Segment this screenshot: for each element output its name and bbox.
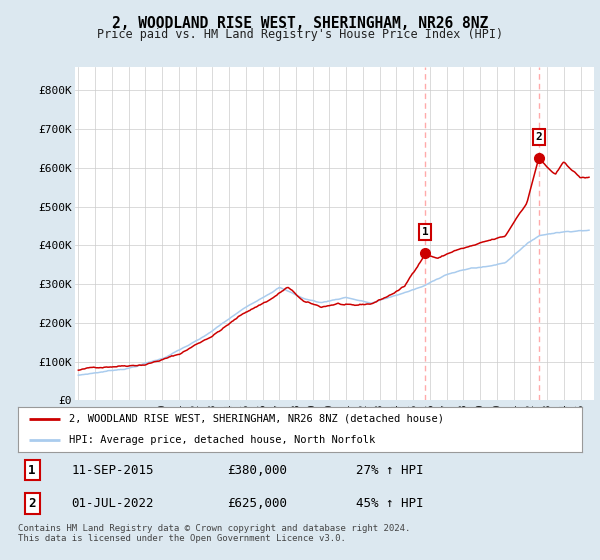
Text: 1: 1	[28, 464, 36, 477]
Text: 2, WOODLAND RISE WEST, SHERINGHAM, NR26 8NZ: 2, WOODLAND RISE WEST, SHERINGHAM, NR26 …	[112, 16, 488, 31]
Text: HPI: Average price, detached house, North Norfolk: HPI: Average price, detached house, Nort…	[69, 435, 375, 445]
Text: £380,000: £380,000	[227, 464, 287, 477]
Text: 11-SEP-2015: 11-SEP-2015	[71, 464, 154, 477]
Text: 2: 2	[28, 497, 36, 510]
Text: Price paid vs. HM Land Registry's House Price Index (HPI): Price paid vs. HM Land Registry's House …	[97, 28, 503, 41]
Text: 1: 1	[422, 227, 428, 237]
Text: 2, WOODLAND RISE WEST, SHERINGHAM, NR26 8NZ (detached house): 2, WOODLAND RISE WEST, SHERINGHAM, NR26 …	[69, 414, 444, 424]
Text: 2: 2	[535, 132, 542, 142]
Text: 01-JUL-2022: 01-JUL-2022	[71, 497, 154, 510]
Text: 27% ↑ HPI: 27% ↑ HPI	[356, 464, 424, 477]
Text: 45% ↑ HPI: 45% ↑ HPI	[356, 497, 424, 510]
Text: Contains HM Land Registry data © Crown copyright and database right 2024.
This d: Contains HM Land Registry data © Crown c…	[18, 524, 410, 543]
Text: £625,000: £625,000	[227, 497, 287, 510]
